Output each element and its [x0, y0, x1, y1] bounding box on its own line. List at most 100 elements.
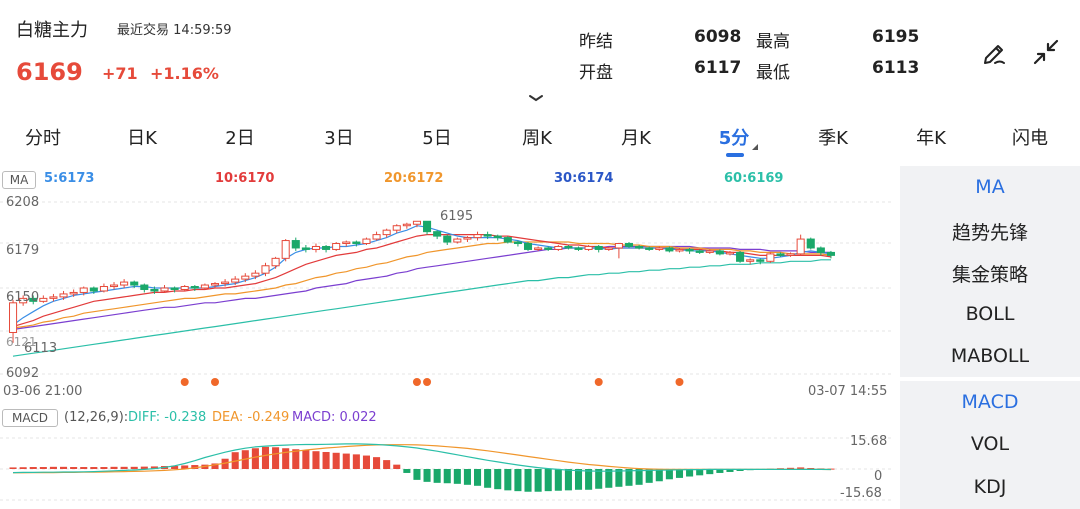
candle: [49, 293, 58, 302]
macd-bar: [403, 469, 411, 473]
draw-icon[interactable]: [978, 36, 1010, 68]
macd-bar: [171, 465, 179, 469]
candle: [604, 246, 613, 251]
candle-body: [301, 247, 310, 250]
ma5-value: 5:6173: [44, 171, 95, 186]
candle-body: [534, 247, 543, 250]
indicator-macd[interactable]: MACD: [961, 391, 1019, 413]
high-mark-label: 6195: [440, 209, 474, 224]
candle-body: [655, 247, 664, 250]
tab-3day[interactable]: 3日: [324, 128, 354, 149]
tab-dropdown-indicator[interactable]: [752, 144, 758, 150]
macd-bar: [292, 449, 300, 469]
macd-bar: [100, 467, 108, 469]
tab-2day[interactable]: 2日: [225, 128, 255, 149]
candle: [99, 283, 108, 293]
macd-bar: [362, 455, 370, 469]
candle-body: [311, 245, 321, 250]
indicator-boll[interactable]: BOLL: [965, 303, 1015, 325]
low-value: 6113: [872, 58, 920, 78]
candle: [453, 237, 462, 244]
macd-bar: [272, 447, 280, 469]
candle: [352, 240, 361, 247]
tab-year-k[interactable]: 年K: [916, 128, 946, 149]
candle: [210, 282, 220, 288]
candle: [109, 282, 119, 290]
price-axis-upper: 6179: [6, 243, 40, 258]
macd-bar: [726, 469, 734, 472]
candle: [685, 247, 694, 254]
candle-body: [453, 238, 462, 243]
candle-body: [463, 237, 472, 240]
diff-line: [12, 443, 832, 474]
candle-body: [433, 231, 442, 237]
chevron-down-icon[interactable]: [527, 88, 545, 102]
candle: [503, 236, 512, 244]
indicator-capital-strategy[interactable]: 集金策略: [951, 264, 1028, 286]
candle: [241, 273, 250, 283]
macd-bar: [312, 451, 320, 469]
tab-5day[interactable]: 5日: [422, 128, 452, 149]
tab-flash[interactable]: 闪电: [1012, 128, 1048, 149]
candle-body: [261, 265, 270, 274]
candle: [160, 285, 169, 293]
macd-bar: [544, 469, 552, 492]
tab-fenshi[interactable]: 分时: [25, 128, 61, 149]
macd-bar: [514, 469, 522, 492]
current-price: 6169: [16, 58, 83, 86]
candle: [261, 262, 270, 277]
instrument-name: 白糖主力: [16, 20, 88, 41]
tab-season-k[interactable]: 季K: [818, 128, 848, 149]
candle: [423, 220, 432, 235]
candle: [665, 246, 674, 253]
candle-body: [503, 237, 512, 243]
macd-histogram: [9, 446, 835, 492]
tab-5min[interactable]: 5分: [718, 128, 750, 149]
ma-indicator-tag[interactable]: MA: [2, 171, 36, 189]
candle-body: [786, 253, 795, 256]
tab-month-k[interactable]: 月K: [621, 128, 651, 149]
macd-bar: [706, 469, 714, 475]
macd-bar: [60, 466, 68, 469]
candle: [554, 245, 563, 251]
macd-bar: [787, 467, 795, 469]
tab-week-k[interactable]: 周K: [522, 128, 552, 149]
last-trade-time: 14:59:59: [173, 23, 232, 38]
last-trade-info: 最近交易 14:59:59: [117, 19, 232, 38]
candles: [9, 220, 835, 343]
macd-bar: [776, 468, 784, 470]
candle-body: [554, 245, 563, 250]
ma20-line: [12, 241, 832, 329]
candle: [715, 249, 724, 256]
candle-body: [473, 234, 482, 239]
indicator-ma[interactable]: MA: [975, 176, 1005, 198]
ma-lines: [12, 225, 832, 357]
candle-body: [342, 241, 351, 245]
indicator-vol[interactable]: VOL: [970, 433, 1010, 455]
candle-body: [493, 235, 502, 239]
candle: [362, 237, 371, 245]
candle-body: [685, 248, 694, 252]
indicator-kdj[interactable]: KDJ: [973, 476, 1007, 498]
signal-dots: [180, 378, 684, 386]
ma10-line: [12, 233, 832, 328]
candle: [523, 242, 533, 251]
indicator-maboll[interactable]: MABOLL: [950, 345, 1030, 367]
candle: [180, 285, 189, 291]
tab-day-k[interactable]: 日K: [127, 128, 157, 149]
candle: [766, 252, 775, 263]
ma60-value: 60:6169: [724, 171, 784, 186]
macd-bar: [615, 469, 623, 487]
candle: [544, 246, 553, 251]
candle: [372, 231, 381, 241]
macd-bar: [322, 451, 330, 469]
macd-bar: [443, 469, 451, 484]
candle: [382, 228, 391, 238]
macd-indicator-tag[interactable]: MACD: [2, 409, 58, 427]
macd-dea: DEA: -0.249: [212, 410, 290, 425]
kline-chart[interactable]: [0, 164, 892, 509]
collapse-icon[interactable]: [1030, 36, 1062, 68]
macd-bar: [595, 469, 603, 489]
indicator-trend-pioneer[interactable]: 趋势先锋: [951, 222, 1028, 244]
candle: [776, 252, 785, 257]
